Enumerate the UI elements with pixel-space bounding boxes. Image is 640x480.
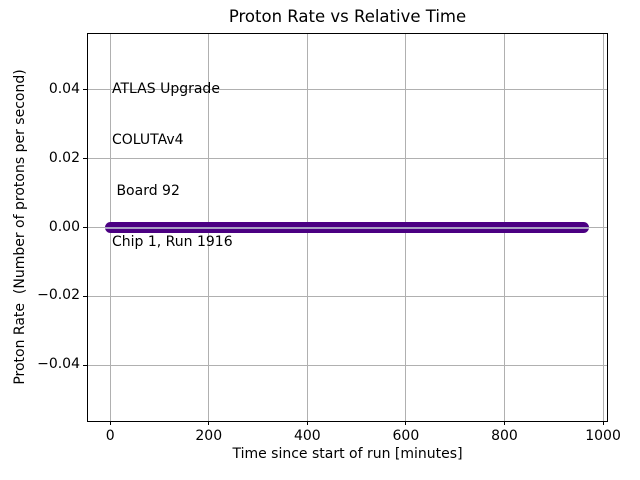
plot-area: 0 200 400 600 800 1000 0.04 0.02 0.00 −0.02 −0.04 …	[37, 33, 621, 444]
x-tick-mark	[306, 421, 308, 425]
x-tick-label: 1000	[585, 428, 621, 444]
y-tick-mark	[83, 295, 87, 297]
x-tick-label: 400	[293, 428, 321, 444]
y-tick-mark	[83, 158, 87, 160]
chart-title: Proton Rate vs Relative Time	[228, 7, 467, 26]
y-gridline	[88, 89, 607, 91]
x-tick-mark	[208, 421, 210, 425]
annotation-text: ATLAS Upgrade COLUTAv4 Board 92 Chip 1, …	[112, 47, 233, 285]
y-tick-label: 0.04	[48, 80, 80, 97]
data-series-proton-rate	[104, 222, 589, 233]
zero-gridline-through-markers	[104, 226, 589, 229]
x-tick-mark	[109, 421, 111, 425]
y-tick-mark	[83, 89, 87, 91]
annotation-line-1: ATLAS Upgrade	[112, 81, 220, 97]
x-tick-label: 0	[105, 428, 115, 444]
y-gridline	[88, 158, 607, 160]
y-gridline	[88, 295, 607, 297]
y-tick-mark	[83, 364, 87, 366]
y-tick-mark	[83, 227, 87, 228]
y-tick-label: −0.04	[37, 356, 80, 373]
y-tick-label: 0.00	[48, 218, 80, 235]
y-tick-label: −0.02	[37, 287, 80, 304]
x-tick-label: 200	[195, 428, 223, 444]
x-tick-mark	[405, 421, 407, 425]
x-tick-label: 800	[491, 428, 518, 444]
y-gridline	[88, 364, 607, 366]
annotation-line-2: COLUTAv4	[112, 132, 184, 148]
y-tick-label: 0.02	[48, 149, 80, 166]
annotation-line-3: Board 92	[112, 183, 180, 199]
x-tick-label: 600	[392, 428, 420, 444]
x-tick-mark	[503, 421, 505, 425]
annotation-line-4: Chip 1, Run 1916	[112, 234, 233, 250]
x-axis-label: Time since start of run [minutes]	[232, 446, 463, 462]
x-tick-mark	[602, 421, 604, 425]
